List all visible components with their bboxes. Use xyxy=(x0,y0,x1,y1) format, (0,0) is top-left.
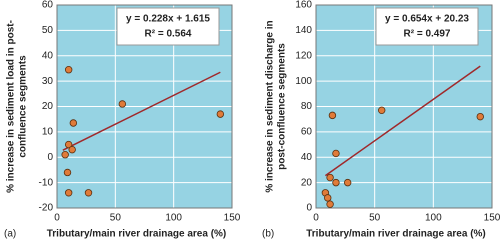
x-axis-label: Tributary/main river drainage area (%) xyxy=(47,229,227,240)
equation-box xyxy=(375,7,479,46)
x-tick-label: 150 xyxy=(224,213,241,224)
point xyxy=(332,178,340,187)
point xyxy=(326,200,334,208)
equation: y = 0.654x + 20.23 xyxy=(385,14,469,25)
equation: R² = 0.564 xyxy=(145,29,192,40)
point xyxy=(476,112,484,121)
point xyxy=(378,106,386,115)
y-tick-label: 140 xyxy=(295,25,312,36)
y-tick-label: 100 xyxy=(295,76,312,87)
y-tick-label: 80 xyxy=(301,101,313,112)
y-tick-label: 10 xyxy=(42,127,54,138)
plot-border xyxy=(315,4,493,209)
x-tick-label: 100 xyxy=(425,213,442,224)
point xyxy=(68,145,76,154)
point xyxy=(61,151,69,159)
y-tick-label: 40 xyxy=(42,50,54,61)
x-axis-label: Tributary/main river drainage area (%) xyxy=(306,229,486,240)
y-axis-label: % increase in sediment discharge in xyxy=(265,20,276,192)
y-tick-label: 60 xyxy=(301,127,313,138)
point xyxy=(118,100,127,108)
point xyxy=(326,173,334,182)
point xyxy=(328,111,337,120)
point xyxy=(332,149,340,158)
plot-border xyxy=(56,4,233,209)
y-axis-label: post-confluence segments xyxy=(277,43,288,170)
y-tick-label: -10 xyxy=(39,177,54,188)
equation: R² = 0.497 xyxy=(404,29,451,40)
y-tick-label: 120 xyxy=(295,50,312,61)
equation: y = 0.228x + 1.615 xyxy=(126,14,210,25)
point xyxy=(324,194,332,202)
x-tick-label: 0 xyxy=(54,213,60,224)
y-tick-label: 0 xyxy=(47,152,53,163)
point xyxy=(343,178,352,187)
y-tick-label: 50 xyxy=(42,25,54,36)
panel-label: (a) xyxy=(4,229,16,240)
x-tick-label: 150 xyxy=(484,213,500,224)
trendline xyxy=(324,65,481,177)
trendline xyxy=(62,71,221,151)
y-tick-label: 40 xyxy=(301,152,313,163)
point xyxy=(69,119,78,127)
x-tick-label: 50 xyxy=(110,213,122,224)
point xyxy=(63,168,72,177)
y-tick-label: 20 xyxy=(42,101,54,112)
x-tick-label: 0 xyxy=(313,213,319,224)
x-tick-label: 100 xyxy=(165,213,182,224)
y-tick-label: 0 xyxy=(306,203,312,214)
point xyxy=(64,66,73,74)
equation-box xyxy=(116,7,220,46)
point xyxy=(64,140,73,149)
y-tick-label: 60 xyxy=(42,0,54,11)
y-tick-label: 160 xyxy=(295,0,312,11)
y-axis-label: confluence segments xyxy=(18,55,29,158)
y-tick-label: 20 xyxy=(301,177,313,188)
point xyxy=(216,110,225,118)
point xyxy=(84,189,93,197)
panel-label: (b) xyxy=(262,229,274,240)
y-tick-label: 30 xyxy=(42,76,54,87)
y-axis-label: % increase in sediment load in post- xyxy=(6,20,17,193)
y-tick-label: -20 xyxy=(39,203,54,214)
point xyxy=(64,189,73,197)
x-tick-label: 50 xyxy=(369,213,381,224)
